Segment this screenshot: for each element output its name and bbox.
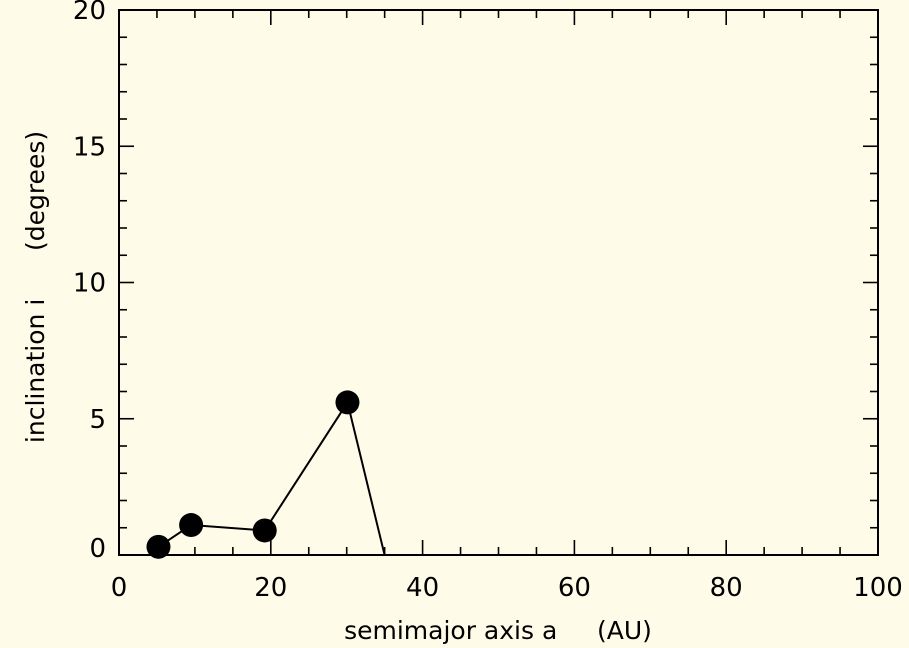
- data-point: [252, 518, 277, 543]
- y-tick-label: 20: [73, 0, 106, 26]
- data-point: [335, 390, 360, 415]
- ticks: [118, 9, 879, 556]
- series: [146, 390, 386, 559]
- x-axis-title: semimajor axis a (AU): [344, 616, 652, 645]
- y-tick-label: 0: [89, 534, 106, 564]
- y-tick-label: 5: [89, 405, 106, 435]
- plot-frame: [118, 9, 879, 556]
- y-tick-label: 10: [73, 269, 106, 299]
- x-tick-label: 40: [406, 573, 439, 603]
- data-point: [146, 534, 171, 559]
- y-axis-title: inclination i (degrees): [21, 131, 50, 443]
- x-tick-label: 80: [710, 573, 743, 603]
- data-point: [179, 513, 204, 538]
- x-tick-label: 0: [111, 573, 128, 603]
- tick-labels: 0 20 40 60 80 100 0 5 10 15 20: [73, 0, 903, 603]
- y-tick-label: 15: [73, 132, 106, 162]
- x-tick-label: 100: [853, 573, 903, 603]
- x-tick-label: 20: [254, 573, 287, 603]
- x-tick-label: 60: [558, 573, 591, 603]
